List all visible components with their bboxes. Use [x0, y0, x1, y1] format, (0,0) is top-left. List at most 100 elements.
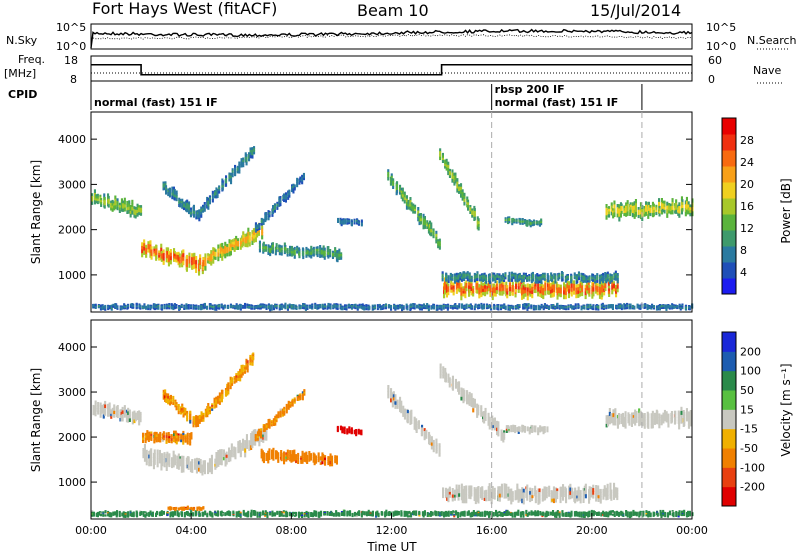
heat-cell	[160, 466, 162, 471]
heat-cell	[571, 292, 573, 297]
heat-cell	[235, 236, 237, 240]
heat-cell	[131, 200, 133, 204]
heat-cell	[592, 292, 594, 297]
heat-cell	[260, 308, 262, 310]
heat-cell	[589, 280, 591, 282]
heat-cell	[485, 411, 487, 415]
heat-cell	[548, 308, 550, 310]
heat-cell	[639, 308, 641, 310]
heat-cell	[104, 205, 106, 208]
heat-cell	[344, 223, 346, 225]
heat-cell	[410, 410, 412, 414]
heat-cell	[170, 249, 172, 253]
heat-cell	[258, 232, 260, 236]
heat-cell	[211, 467, 213, 472]
heat-cell	[509, 283, 511, 288]
heat-cell	[231, 450, 233, 454]
heat-cell	[179, 205, 181, 208]
heat-cell	[396, 187, 398, 191]
noise-sky-line	[91, 30, 692, 48]
heat-cell	[511, 279, 513, 282]
heat-cell	[499, 288, 501, 292]
heat-cell	[666, 206, 668, 211]
heat-cell	[321, 255, 323, 258]
heat-cell	[182, 249, 184, 253]
heat-cell	[327, 307, 329, 309]
heat-cell	[303, 178, 305, 180]
heat-cell	[463, 199, 465, 203]
heat-cell	[504, 277, 506, 279]
heat-cell	[503, 280, 505, 282]
heat-cell	[606, 215, 608, 219]
heat-cell	[460, 283, 462, 288]
heat-cell	[198, 271, 200, 275]
heat-cell	[469, 279, 471, 282]
heat-cell	[368, 308, 370, 310]
heat-cell	[195, 264, 197, 269]
heat-cell	[160, 244, 162, 249]
heat-cell	[145, 308, 147, 310]
heat-cell	[299, 398, 301, 400]
heat-cell	[201, 308, 203, 310]
heat-cell	[612, 308, 614, 310]
heat-cell	[540, 223, 542, 225]
heat-cell	[206, 308, 208, 310]
heat-cell	[252, 358, 254, 360]
heat-cell	[546, 307, 548, 309]
heat-cell	[147, 308, 149, 310]
heat-cell	[253, 232, 255, 236]
heat-cell	[150, 453, 152, 458]
heat-cell	[615, 278, 617, 281]
heat-cell	[261, 235, 263, 239]
noise-panel: N.Sky 10^5 10^0 10^5 10^0 N.Search	[6, 21, 797, 53]
heat-cell	[250, 155, 252, 158]
heat-cell	[637, 307, 639, 309]
heat-cell	[394, 405, 396, 409]
heat-cell	[645, 205, 647, 209]
heat-cell	[433, 308, 435, 310]
heat-cell	[144, 453, 146, 458]
heat-cell	[182, 456, 184, 461]
heat-cell	[455, 386, 457, 389]
heat-cell	[190, 308, 192, 310]
heat-cell	[196, 469, 198, 473]
heat-cell	[265, 218, 267, 221]
heat-cell	[242, 164, 244, 167]
heat-cell	[248, 159, 250, 162]
heat-cell	[509, 287, 511, 292]
heat-cell	[458, 497, 460, 500]
heat-cell	[463, 490, 465, 495]
heat-cell	[218, 191, 220, 194]
heat-cell	[295, 460, 297, 463]
heat-cell	[108, 204, 110, 207]
heat-cell	[523, 279, 525, 282]
heat-cell	[187, 441, 189, 444]
heat-cell	[271, 214, 273, 217]
heat-cell	[509, 309, 511, 311]
heat-cell	[512, 292, 514, 296]
heat-cell	[515, 294, 517, 297]
heat-cell	[377, 308, 379, 310]
heat-cell	[297, 399, 299, 401]
cbar-tick-label: 28	[740, 134, 754, 147]
heat-cell	[563, 295, 565, 300]
heat-cell	[501, 438, 503, 441]
heat-cell	[127, 307, 129, 309]
heat-cell	[678, 210, 680, 214]
heat-cell	[444, 282, 446, 287]
heat-cell	[478, 218, 480, 222]
heat-cell	[104, 408, 106, 412]
heat-cell	[480, 414, 482, 417]
heat-cell	[554, 281, 556, 284]
heat-cell	[261, 223, 263, 225]
heat-cell	[182, 257, 184, 261]
heat-cell	[516, 222, 518, 224]
heat-cell	[414, 211, 416, 214]
heat-cell	[269, 426, 271, 429]
heat-cell	[681, 205, 683, 209]
heat-cell	[452, 376, 454, 380]
heat-cell	[170, 402, 172, 405]
heat-cell	[215, 309, 217, 311]
cbar-tick-label: 12	[740, 222, 754, 235]
heat-cell	[163, 438, 165, 441]
